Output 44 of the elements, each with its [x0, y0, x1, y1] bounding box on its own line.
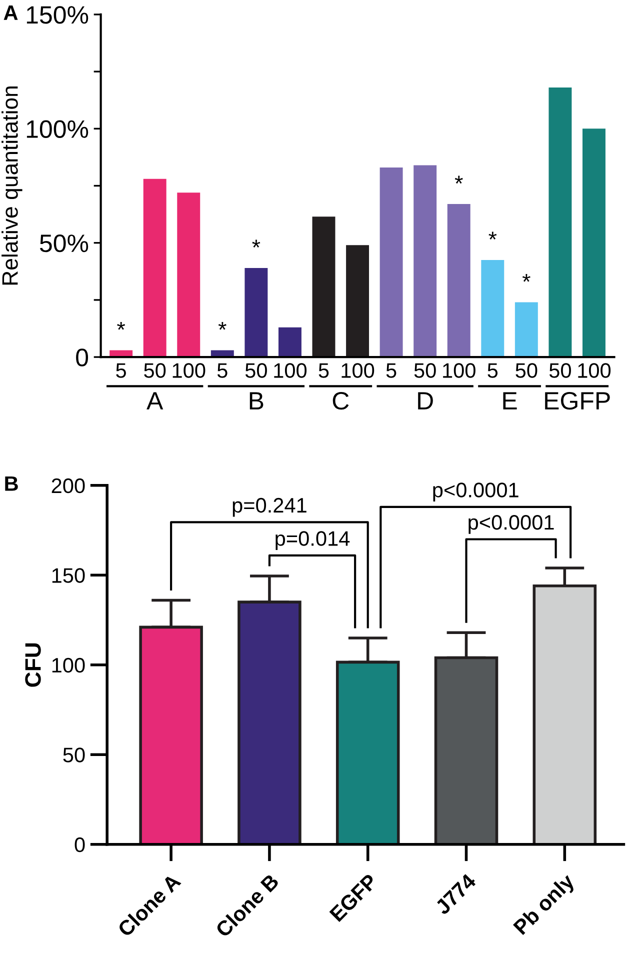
- x-tick-label: 50: [516, 363, 538, 378]
- x-tick-label: 5: [488, 363, 498, 378]
- y-tick-label: 0: [76, 348, 88, 366]
- chart-title: A: [4, 6, 18, 20]
- chart-title: B: [5, 476, 18, 491]
- annotation: p<0.0001: [433, 482, 518, 502]
- x-tick-label: 50: [144, 363, 166, 378]
- y-tick-label: 100: [52, 658, 85, 673]
- y-tick-label: 50: [63, 748, 85, 762]
- data-label: *: [117, 322, 126, 330]
- x-tick-label: 100: [274, 363, 307, 378]
- text: C: [332, 392, 349, 410]
- annotation: p=0.241: [232, 498, 306, 517]
- y-axis-title: CFU: [25, 643, 41, 687]
- y-tick-label: 50%: [40, 234, 88, 252]
- x-tick-label: 5: [116, 363, 126, 378]
- text: B: [250, 392, 264, 410]
- x-tick-label: 100: [172, 363, 206, 378]
- data-label: *: [488, 232, 497, 240]
- annotation: p<0.0001: [468, 514, 554, 534]
- text: E: [503, 392, 517, 410]
- x-tick-label: 50: [549, 363, 571, 378]
- data-label: *: [218, 322, 226, 330]
- x-tick-label: 100: [342, 363, 374, 378]
- x-tick-label: 5: [318, 363, 329, 378]
- y-tick-label: 150: [52, 568, 85, 583]
- x-tick-label: 5: [386, 363, 396, 378]
- y-axis-title: Relative quantitation: [2, 86, 22, 285]
- data-label: *: [454, 176, 463, 184]
- text: A: [146, 392, 164, 410]
- text: D: [418, 392, 433, 410]
- annotation: p=0.014: [276, 531, 350, 550]
- x-tick-label: 100: [443, 363, 476, 378]
- y-tick-label: 150%: [26, 6, 88, 24]
- x-tick-label: 50: [245, 363, 267, 378]
- text: EGFP: [545, 392, 610, 410]
- data-label: *: [252, 240, 260, 248]
- y-tick-label: 200: [52, 478, 85, 494]
- y-tick-label: 0: [74, 837, 85, 852]
- x-tick-label: 5: [217, 363, 228, 378]
- data-label: *: [522, 274, 530, 282]
- x-tick-label: 50: [414, 363, 436, 378]
- y-tick-label: 100%: [26, 120, 88, 138]
- x-tick-label: 100: [578, 363, 611, 378]
